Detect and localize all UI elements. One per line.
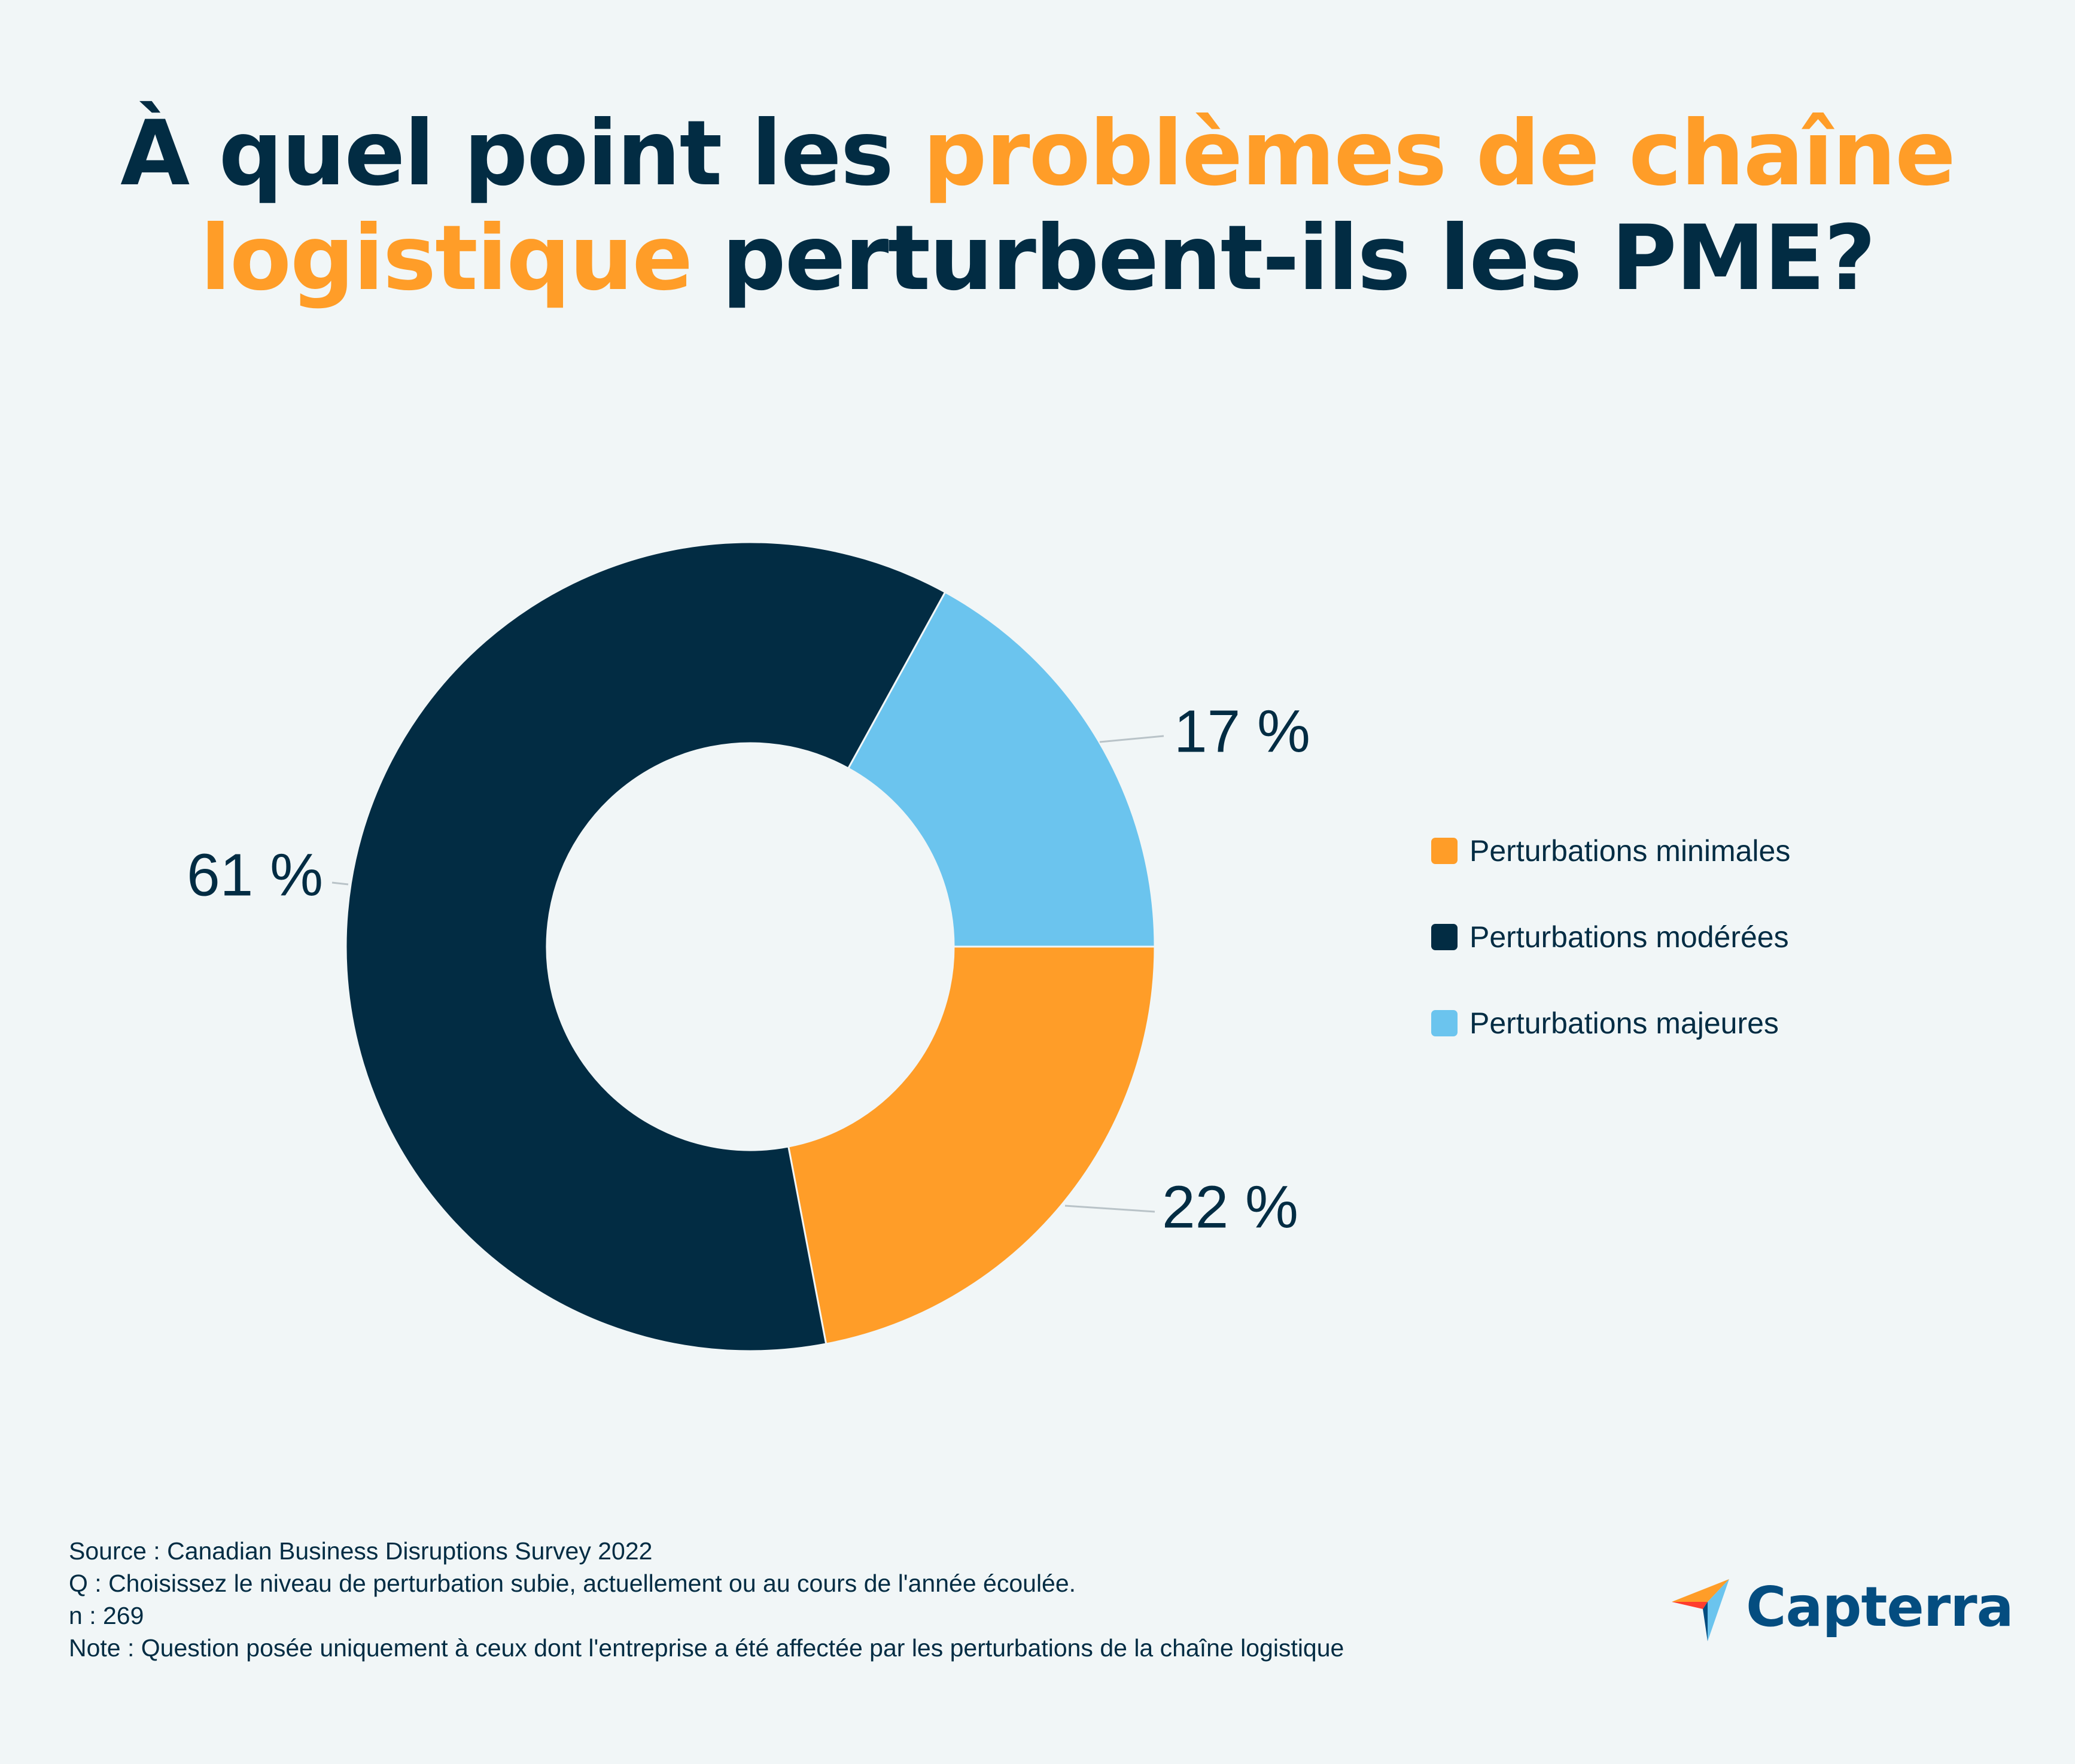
legend-swatch-majeures: [1431, 1010, 1458, 1036]
capterra-arrow-icon: [1672, 1579, 1729, 1641]
question-note: Q : Choisissez le niveau de perturbation…: [69, 1570, 1076, 1597]
leader-line-2: [331, 881, 349, 886]
legend-swatch-moderees: [1431, 924, 1458, 950]
slice-labels: 22 % 61 % 17 %: [187, 698, 1310, 1240]
donut-slices: [345, 541, 1156, 1352]
chart-title: À quel point les problèmes de chaîne log…: [0, 102, 2075, 311]
legend-label-moderees: Perturbations modérées: [1469, 920, 1789, 954]
legend-swatch-minimales: [1431, 838, 1458, 864]
legend-item-minimales: Perturbations minimales: [1431, 833, 1790, 869]
title-part-1: À quel point les: [120, 102, 923, 206]
source-note: Source : Canadian Business Disruptions S…: [69, 1537, 653, 1565]
capterra-logo-text: Capterra: [1746, 1574, 2014, 1639]
leader-line-3: [1099, 735, 1164, 743]
donut-slice-1: [787, 945, 1156, 1345]
legend-label-majeures: Perturbations majeures: [1469, 1006, 1779, 1040]
legend-item-majeures: Perturbations majeures: [1431, 1005, 1790, 1041]
slice-label-2: 61 %: [187, 841, 323, 908]
leader-line-1: [1064, 1205, 1155, 1213]
chart-legend: Perturbations minimales Perturbations mo…: [1431, 833, 1790, 1091]
legend-label-minimales: Perturbations minimales: [1469, 834, 1791, 868]
title-highlight: problèmes de chaîne logistique: [200, 102, 1956, 311]
footnotes: Source : Canadian Business Disruptions S…: [69, 1535, 1344, 1664]
capterra-logo: Capterra: [1669, 1571, 2014, 1643]
scope-note: Note : Question posée uniquement à ceux …: [69, 1634, 1344, 1662]
donut-slice-2: [345, 541, 947, 1352]
label-leader-lines: [331, 735, 1164, 1213]
donut-hole: [547, 744, 953, 1149]
donut-slice-3: [847, 591, 1156, 948]
slice-label-3: 17 %: [1174, 698, 1310, 765]
legend-item-moderees: Perturbations modérées: [1431, 919, 1790, 955]
title-part-2: perturbent-ils les PME?: [692, 206, 1876, 311]
slice-label-1: 22 %: [1162, 1173, 1298, 1240]
sample-size-note: n : 269: [69, 1602, 144, 1629]
